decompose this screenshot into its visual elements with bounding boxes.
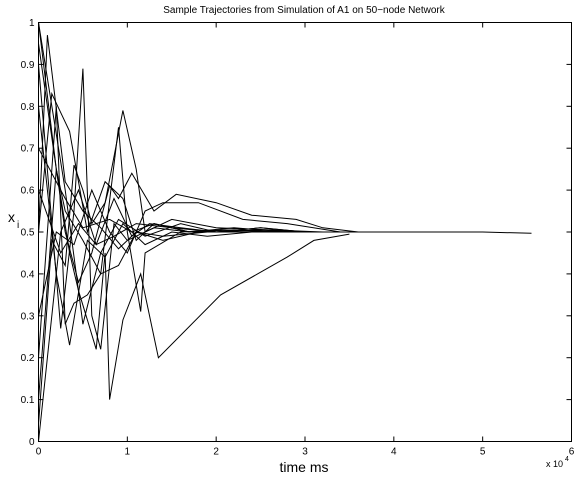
y-tick-label: 0.1	[21, 395, 35, 406]
y-tick-label: 0.2	[21, 353, 35, 364]
x-tick-label: 0	[36, 447, 42, 458]
x-tick-label: 6	[569, 447, 574, 458]
y-axis-label: x i	[8, 209, 19, 231]
trajectory-line-1	[38, 188, 532, 442]
x-axis-multiplier: x 10 4	[546, 456, 569, 469]
x-tick-label: 3	[302, 447, 308, 458]
y-tick-label: 1	[29, 18, 35, 29]
y-axis-ticks: 0 0.1 0.2 0.3 0.4 0.5 0.6 0.7 0.8 0.9 1	[21, 18, 572, 448]
x-tick-label: 2	[213, 447, 219, 458]
y-tick-label: 0.7	[21, 144, 35, 155]
x-axis-multiplier-base: x 10	[546, 459, 563, 469]
y-axis-label-main: x	[8, 209, 15, 225]
x-tick-label: 1	[125, 447, 131, 458]
trajectory-line-3	[38, 91, 377, 242]
x-tick-label: 5	[480, 447, 486, 458]
y-tick-label: 0.4	[21, 269, 35, 280]
x-tick-label: 4	[391, 447, 397, 458]
trajectory-line-12	[38, 35, 341, 250]
trajectory-line-9	[38, 106, 332, 358]
y-tick-label: 0	[29, 437, 35, 448]
y-tick-label: 0.3	[21, 311, 35, 322]
x-axis-ticks: 0 1 2 3 4 5 6	[36, 22, 574, 458]
y-tick-label: 0.9	[21, 60, 35, 71]
trajectory-line-5	[38, 22, 350, 400]
trajectory-lines	[38, 22, 532, 442]
trajectory-line-6	[38, 110, 377, 425]
chart-title: Sample Trajectories from Simulation of A…	[163, 5, 446, 16]
y-tick-label: 0.6	[21, 186, 35, 197]
y-tick-label: 0.8	[21, 102, 35, 113]
y-tick-label: 0.5	[21, 228, 35, 239]
y-axis-label-subscript: i	[17, 220, 19, 231]
x-axis-multiplier-exponent: 4	[565, 456, 569, 463]
x-axis-label: time ms	[280, 459, 329, 475]
trajectory-line-14	[38, 147, 288, 233]
